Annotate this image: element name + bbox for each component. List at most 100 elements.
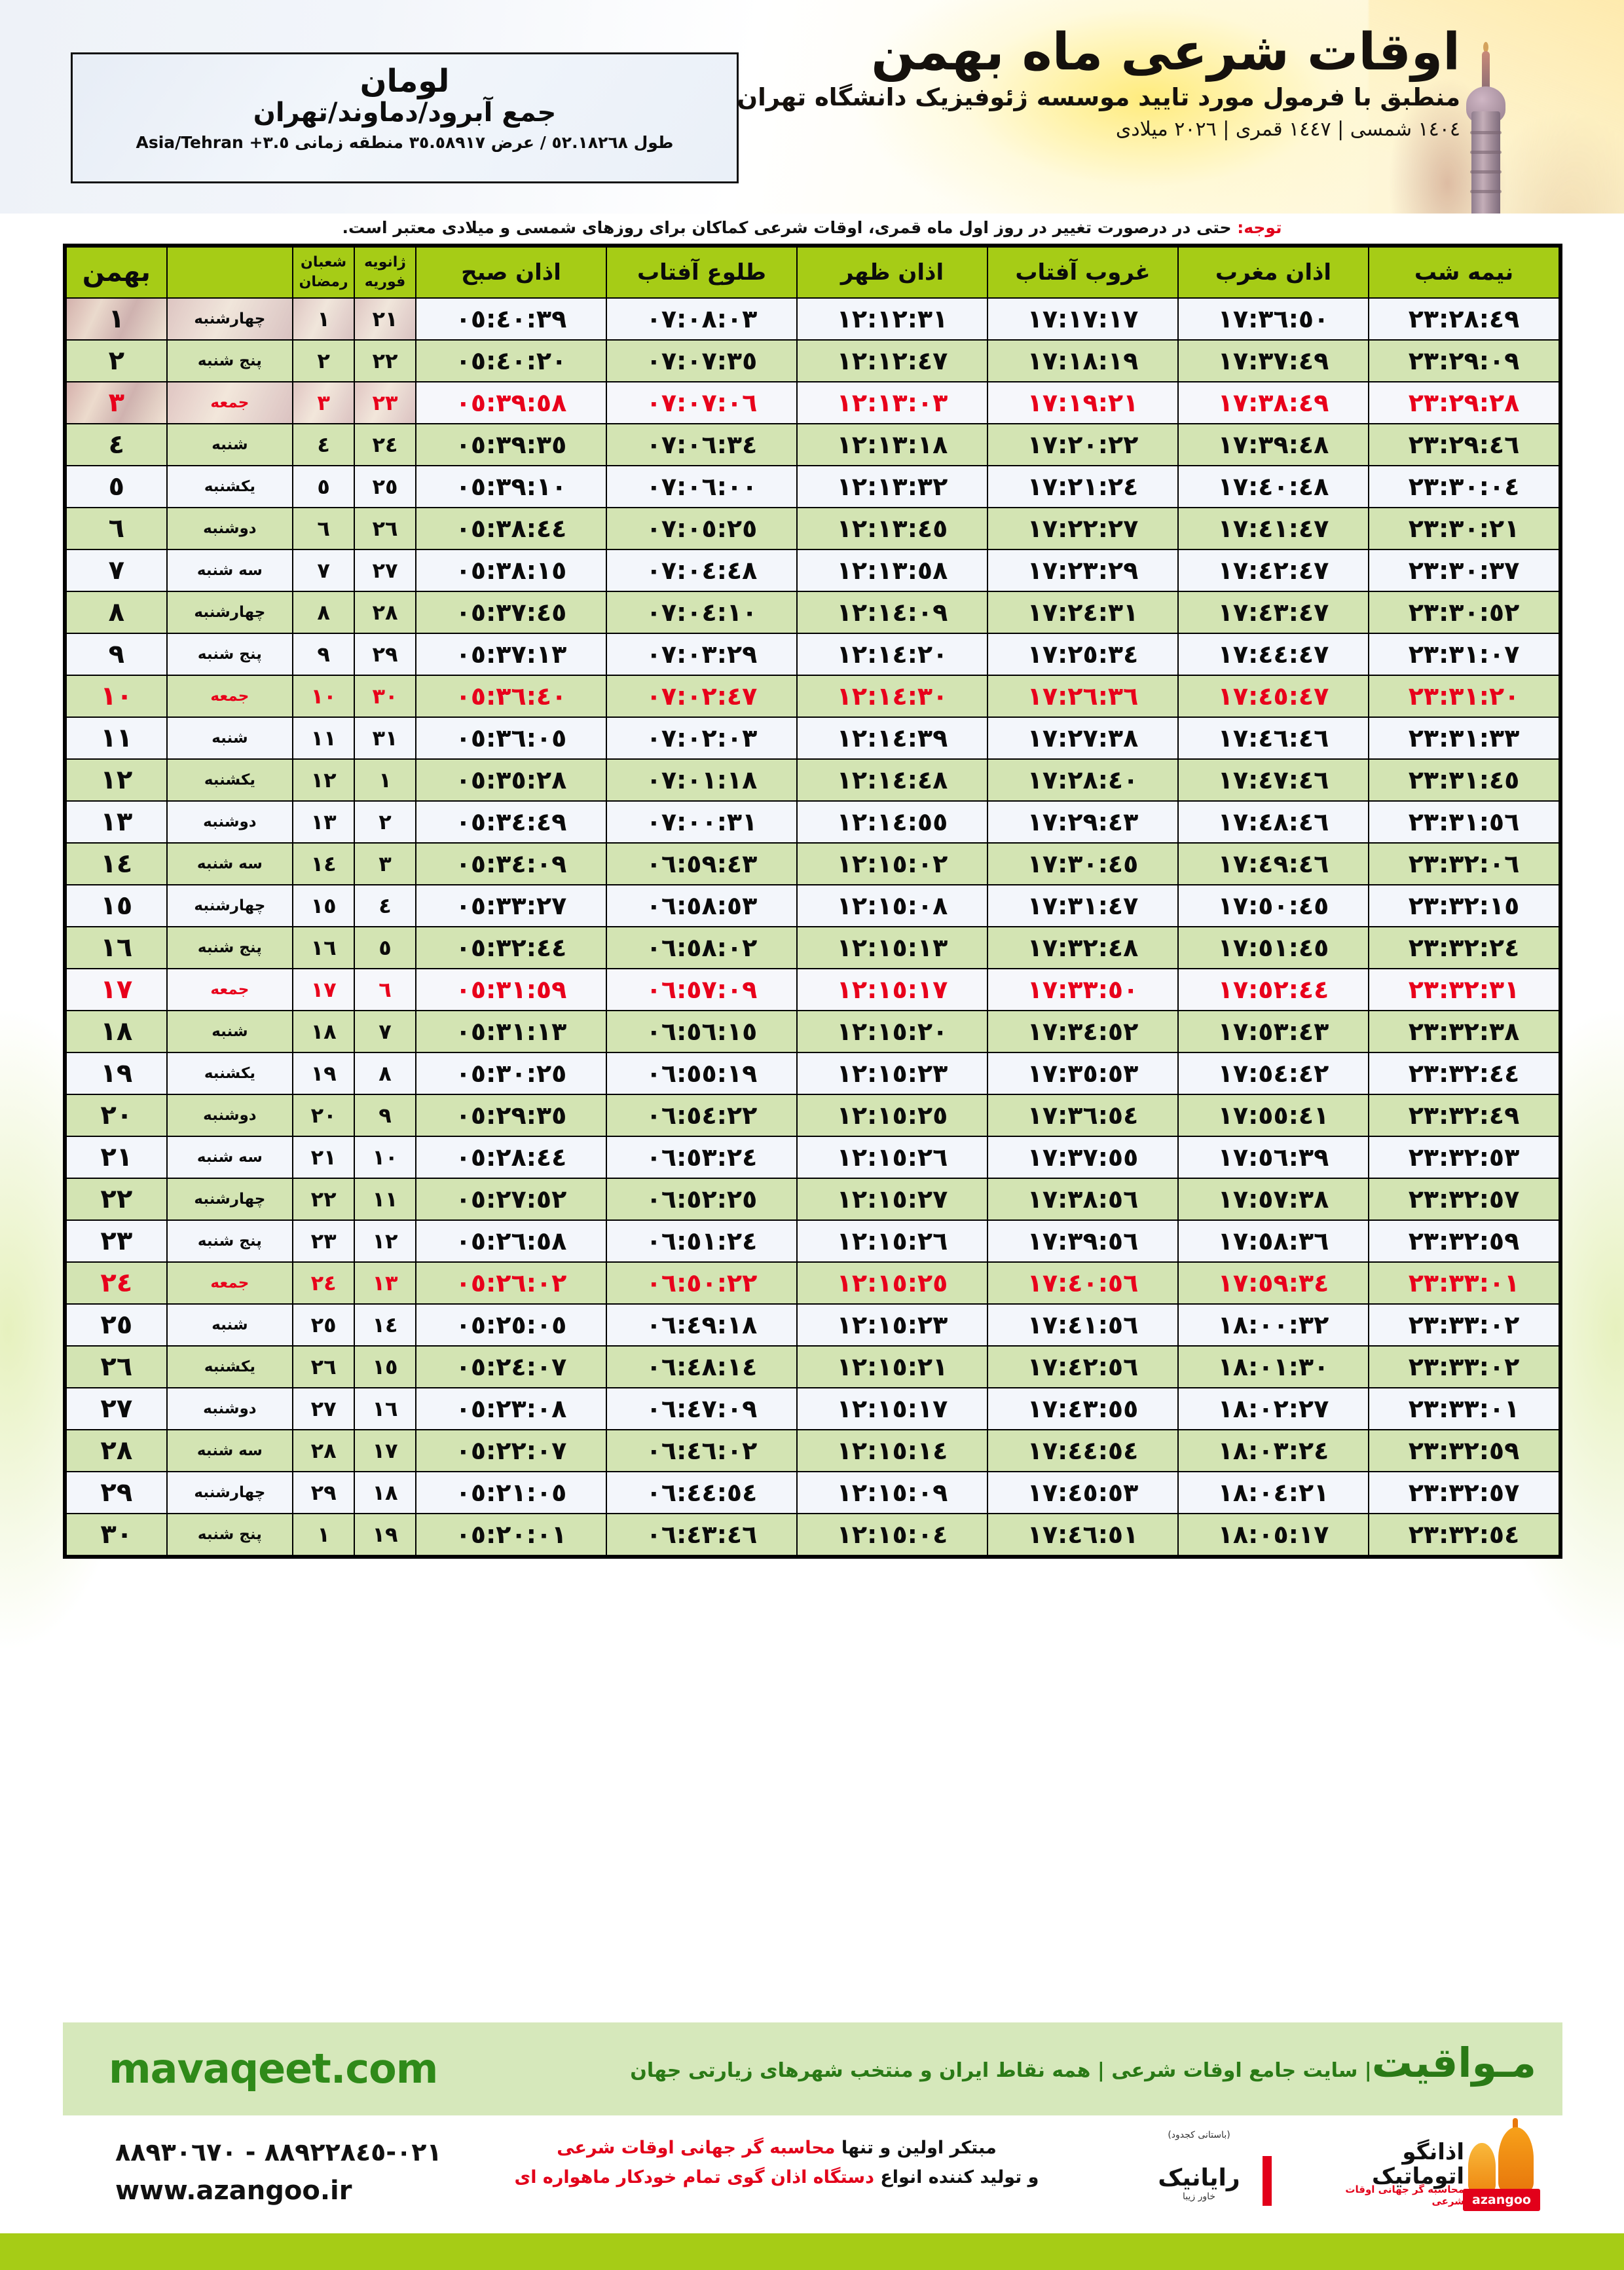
cell-midnight: ٢٣:٣١:٣٣ [1368,716,1560,760]
cell-dawn: ٠٥:٣٩:٥٨ [415,381,607,424]
col-header-sunset: غروب آفتاب [987,246,1179,299]
location-name: لومان [360,63,450,100]
cell-weekday: چهارشنبه [166,884,294,927]
cell-noon: ١٢:١٣:١٨ [796,423,988,466]
cell-gregorian: ٣٠ [354,675,416,718]
cell-noon: ١٢:١٥:٠٨ [796,884,988,927]
cell-midnight: ٢٣:٣١:٥٦ [1368,800,1560,844]
cell-noon: ١٢:١٤:٣٩ [796,716,988,760]
cell-hijri: ١ [292,297,356,341]
cell-gregorian: ١٣ [354,1261,416,1305]
cell-maghrib: ١٧:٤٣:٤٧ [1177,591,1369,634]
table-row: ٢٣:٣٢:١٥ ١٧:٥٠:٤٥ ١٧:٣١:٤٧ ١٢:١٥:٠٨ ٠٦:٥٨:٥٣… [65,884,1560,927]
cell-maghrib: ١٧:٤٧:٤٦ [1177,758,1369,802]
cell-day: ٣٠ [65,1513,168,1556]
cell-hijri: ٢٤ [292,1261,356,1305]
cell-dawn: ٠٥:٢٧:٥٢ [415,1178,607,1221]
cell-day: ٢٩ [65,1471,168,1514]
cell-maghrib: ١٧:٣٩:٤٨ [1177,423,1369,466]
cell-noon: ١٢:١٥:٢٦ [796,1136,988,1179]
cell-maghrib: ١٧:٥٠:٤٥ [1177,884,1369,927]
cell-midnight: ٢٣:٣٣:٠٢ [1368,1345,1560,1388]
cell-day: ٢ [65,339,168,382]
cell-dawn: ٠٥:٣٩:٣٥ [415,423,607,466]
col-header-gregorian-top: ژانویه [364,254,406,271]
cell-gregorian: ١٥ [354,1345,416,1388]
cell-day: ٩ [65,633,168,676]
cell-maghrib: ١٧:٥٢:٤٤ [1177,968,1369,1011]
cell-day: ٢١ [65,1136,168,1179]
cell-gregorian: ٢٧ [354,549,416,592]
cell-hijri: ١٣ [292,800,356,844]
cell-maghrib: ١٧:٥٥:٤١ [1177,1094,1369,1137]
cell-sunset: ١٧:٤٥:٥٣ [987,1471,1179,1514]
rayaneek-logo: (باستانی کجدود) رایانیک خاور زیبا [1124,2130,1274,2215]
cell-midnight: ٢٣:٣٠:٢١ [1368,507,1560,550]
cell-sunrise: ٠٧:٠٧:٠٦ [606,381,798,424]
cell-day: ١٨ [65,1010,168,1053]
cell-sunrise: ٠٧:٠٤:٤٨ [606,549,798,592]
cell-day: ٨ [65,591,168,634]
table-row: ٢٣:٣٢:٤٩ ١٧:٥٥:٤١ ١٧:٣٦:٥٤ ١٢:١٥:٢٥ ٠٦:٥٤:٢٢… [65,1094,1560,1137]
footer-contact: ٠٢١-٨٨٩٢٢٨٤٥ - ٨٨٩٣٠٦٧٠ www.azangoo.ir [115,2134,442,2210]
col-header-gregorian-bottom: فوریه [364,274,406,290]
cell-midnight: ٢٣:٣٢:٣٨ [1368,1010,1560,1053]
cell-weekday: جمعه [166,381,294,424]
cell-maghrib: ١٧:٣٦:٥٠ [1177,297,1369,341]
footer-green-bar [0,2233,1624,2270]
col-header-bahman: بهمن [65,246,168,299]
cell-dawn: ٠٥:٣٧:١٣ [415,633,607,676]
cell-midnight: ٢٣:٣٢:٠٦ [1368,842,1560,885]
cell-sunrise: ٠٧:٠٠:٣١ [606,800,798,844]
cell-midnight: ٢٣:٣٠:٥٢ [1368,591,1560,634]
cell-hijri: ٢٠ [292,1094,356,1137]
cell-day: ٢٧ [65,1387,168,1430]
cell-maghrib: ١٨:٠١:٣٠ [1177,1345,1369,1388]
location-info-box: لومان جمع آبرود/دماوند/تهران طول ٥٢.١٨٢٦… [71,52,739,183]
cell-sunrise: ٠٦:٤٣:٤٦ [606,1513,798,1556]
cell-hijri: ٥ [292,465,356,508]
cell-sunrise: ٠٦:٥١:٢٤ [606,1219,798,1263]
cell-gregorian: ١٩ [354,1513,416,1556]
footer-phone: ٠٢١-٨٨٩٢٢٨٤٥ - ٨٨٩٣٠٦٧٠ [115,2138,442,2167]
table-row: ٢٣:٣١:٣٣ ١٧:٤٦:٤٦ ١٧:٢٧:٣٨ ١٢:١٤:٣٩ ٠٧:٠٢:٠٣… [65,716,1560,760]
cell-noon: ١٢:١٣:٣٢ [796,465,988,508]
cell-dawn: ٠٥:٣٦:٠٥ [415,716,607,760]
cell-weekday: جمعه [166,675,294,718]
table-row: ٢٣:٣٢:٥٣ ١٧:٥٦:٣٩ ١٧:٣٧:٥٥ ١٢:١٥:٢٦ ٠٦:٥٣:٢٤… [65,1136,1560,1179]
cell-noon: ١٢:١٣:٤٥ [796,507,988,550]
table-row: ٢٣:٣٠:٠٤ ١٧:٤٠:٤٨ ١٧:٢١:٢٤ ١٢:١٣:٣٢ ٠٧:٠٦:٠٠… [65,465,1560,508]
title-block: اوقات شرعی ماه بهمن منطبق با فرمول مورد … [737,26,1461,141]
cell-sunrise: ٠٦:٤٩:١٨ [606,1303,798,1347]
cell-midnight: ٢٣:٢٩:٢٨ [1368,381,1560,424]
cell-day: ٦ [65,507,168,550]
cell-weekday: دوشنبه [166,800,294,844]
cell-sunset: ١٧:٣٥:٥٣ [987,1052,1179,1095]
cell-noon: ١٢:١٥:٢٣ [796,1052,988,1095]
cell-weekday: شنبه [166,1303,294,1347]
cell-day: ٢٢ [65,1178,168,1221]
cell-hijri: ٢٦ [292,1345,356,1388]
cell-day: ١٩ [65,1052,168,1095]
table-row: ٢٣:٣١:٢٠ ١٧:٤٥:٤٧ ١٧:٢٦:٣٦ ١٢:١٤:٣٠ ٠٧:٠٢:٤٧… [65,675,1560,718]
cell-weekday: یکشنبه [166,465,294,508]
azangoo-logo: azangoo اذانگو اتوماتیک محاسبه گر جهانی … [1307,2118,1556,2222]
table-header: نیمه شب اذان مغرب غروب آفتاب اذان ظهر طل… [65,246,1560,299]
cell-day: ٥ [65,465,168,508]
footer-website[interactable]: mavaqeet.com [109,2045,438,2093]
cell-noon: ١٢:١٥:٢٥ [796,1261,988,1305]
cell-day: ٢٣ [65,1219,168,1263]
cell-gregorian: ٢٦ [354,507,416,550]
cell-midnight: ٢٣:٣٢:٤٤ [1368,1052,1560,1095]
cell-maghrib: ١٧:٥٩:٣٤ [1177,1261,1369,1305]
footer-azangoo-url[interactable]: www.azangoo.ir [115,2176,352,2206]
cell-dawn: ٠٥:٣٩:١٠ [415,465,607,508]
cell-hijri: ١٥ [292,884,356,927]
note-strip: توجه: حتی در درصورت تغییر در روز اول ماه… [0,214,1624,242]
cell-midnight: ٢٣:٣٣:٠٢ [1368,1303,1560,1347]
cell-midnight: ٢٣:٣٣:٠١ [1368,1261,1560,1305]
cell-day: ١٤ [65,842,168,885]
cell-gregorian: ٢٤ [354,423,416,466]
cell-midnight: ٢٣:٣٢:٥٧ [1368,1178,1560,1221]
cell-weekday: دوشنبه [166,1094,294,1137]
